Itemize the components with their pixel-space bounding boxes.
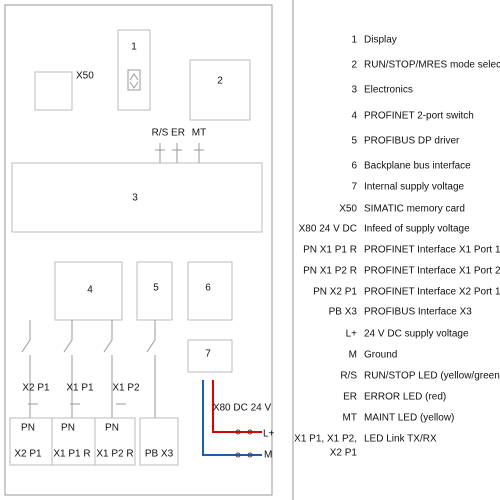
module-frame (4, 4, 273, 496)
plus-wire (212, 380, 262, 433)
backplane-block (187, 261, 233, 321)
display-icon (127, 69, 141, 91)
legend-text: PROFINET 2-port switch (364, 111, 474, 122)
port-box (139, 417, 179, 466)
terminal (235, 429, 241, 435)
block-label: 4 (87, 285, 93, 296)
link-led-label: X2 P1 (22, 383, 50, 394)
legend-key: ER (343, 392, 357, 403)
legend-key: 5 (351, 136, 357, 147)
link-led-label: X1 P1 (66, 383, 94, 394)
switch-block (54, 261, 123, 321)
legend-text: LED Link TX/RX (364, 434, 437, 445)
led-icons (155, 143, 204, 163)
legend-key: 4 (351, 111, 357, 122)
legend-text: Internal supply voltage (364, 182, 465, 193)
legend-text: RUN/STOP LED (yellow/green) (364, 371, 500, 382)
terminal-label: L+ (263, 429, 275, 440)
electronics-block (11, 162, 263, 233)
block-label: 1 (131, 42, 137, 53)
legend-text: Electronics (364, 85, 413, 96)
led-label: MT (192, 128, 206, 139)
legend-text: RUN/STOP/MRES mode selector (364, 60, 500, 71)
legend-text: ERROR LED (red) (364, 392, 446, 403)
legend-text: Ground (364, 350, 397, 361)
port-name: X1 P1 R (53, 449, 90, 460)
legend-text: PROFIBUS Interface X3 (364, 307, 472, 318)
legend-key: PN X1 P1 R (303, 245, 357, 256)
legend-key: 2 (351, 60, 357, 71)
legend-key: X80 24 V DC (299, 224, 357, 235)
legend-key: 7 (351, 182, 357, 193)
port-box (94, 417, 136, 466)
legend-text: Display (364, 35, 397, 46)
block-label: 3 (132, 193, 138, 204)
legend-key: PB X3 (329, 307, 358, 318)
led-label: R/S (152, 128, 169, 139)
ground-wire (202, 380, 262, 456)
memory-card-block (34, 71, 73, 111)
legend-key: 6 (351, 161, 357, 172)
legend-key: L+ (346, 329, 358, 340)
port-name: PB X3 (145, 449, 174, 460)
legend-text: PROFINET Interface X1 Port 2 (364, 266, 500, 277)
legend-key: X1 P1, X1 P2, (294, 434, 357, 445)
legend-text: PROFINET Interface X2 Port 1 (364, 287, 500, 298)
legend-key: M (349, 350, 357, 361)
block-label: 7 (205, 349, 211, 360)
port-type: PN (105, 423, 119, 434)
legend-text: Backplane bus interface (364, 161, 471, 172)
terminal (247, 429, 253, 435)
legend-text: MAINT LED (yellow) (364, 413, 454, 424)
legend-key: PN X2 P1 (313, 287, 357, 298)
mode-selector-block (189, 59, 251, 121)
supply-block (187, 339, 233, 373)
legend-text: PROFIBUS DP driver (364, 136, 460, 147)
legend-key: 3 (351, 85, 357, 96)
connections (21, 320, 156, 418)
terminal (235, 452, 241, 458)
block-label: 2 (217, 76, 223, 87)
terminal (247, 452, 253, 458)
port-name: X1 P2 R (96, 449, 133, 460)
legend-text: Infeed of supply voltage (364, 224, 470, 235)
legend-key: PN X1 P2 R (303, 266, 357, 277)
legend-key: MT (343, 413, 357, 424)
supply-label: X80 DC 24 V (213, 403, 272, 414)
legend-text: SIMATIC memory card (364, 204, 465, 215)
block-label: 6 (205, 283, 211, 294)
legend-text: PROFINET Interface X1 Port 1 (364, 245, 500, 256)
legend-key: 1 (351, 35, 357, 46)
port-name: X2 P1 (14, 449, 42, 460)
legend-text: 24 V DC supply voltage (364, 329, 469, 340)
port-type: PN (21, 423, 35, 434)
led-label: ER (171, 128, 185, 139)
terminal-label: M (264, 450, 272, 461)
legend: 1 Display 2 RUN/STOP/MRES mode selector 3 Ele… (294, 35, 500, 459)
legend-key: X2 P1 (330, 448, 358, 459)
legend-key: R/S (340, 371, 357, 382)
block-label: X50 (76, 71, 94, 82)
link-led-label: X1 P2 (112, 383, 140, 394)
display-block (117, 29, 151, 111)
block-label: 5 (153, 283, 159, 294)
port-type: PN (61, 423, 75, 434)
legend-key: X50 (339, 204, 357, 215)
